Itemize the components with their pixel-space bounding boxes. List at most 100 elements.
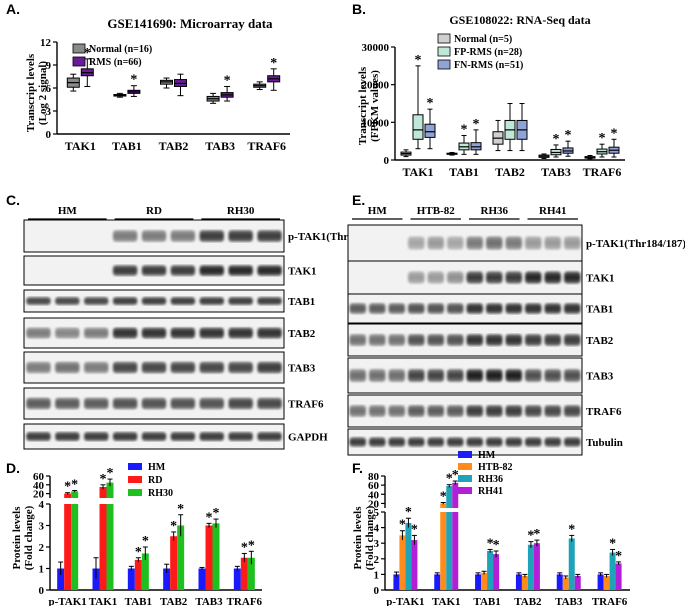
band	[228, 327, 253, 339]
band	[349, 405, 366, 417]
blot-gapdh: GAPDH	[23, 423, 328, 450]
band	[141, 432, 167, 441]
bar-rh41-upper	[452, 482, 459, 508]
significance-star: *	[487, 536, 494, 551]
band	[447, 334, 464, 346]
x-tick-label: TAK1	[65, 139, 96, 153]
band	[141, 297, 167, 305]
panel-d-x-axis: p-TAK1 TAK1 TAB1 TAB2 TAB3 TRAF6	[49, 596, 263, 606]
significance-star: *	[533, 527, 540, 542]
significance-star: *	[527, 529, 534, 544]
band	[170, 297, 196, 305]
band	[112, 361, 138, 374]
x-tick-label: TRAF6	[227, 596, 263, 606]
bar-rh36	[568, 538, 575, 590]
panel-b-y-axis: 0 10000 20000 30000	[362, 42, 625, 167]
y-tick-label: 30000	[362, 42, 390, 54]
bar-hm	[597, 574, 604, 590]
band	[84, 327, 109, 339]
box	[424, 123, 436, 138]
band	[199, 361, 224, 374]
y-tick-label: 0	[374, 585, 380, 597]
group-label-htb-82: HTB-82	[417, 205, 455, 217]
bar-hm	[515, 574, 522, 590]
band	[427, 271, 444, 284]
band	[257, 432, 282, 441]
band	[141, 230, 167, 242]
bar-rd	[134, 559, 142, 590]
panel-d-legend: HM RD RH30	[128, 462, 173, 499]
bar-hm	[475, 574, 482, 590]
legend-rh30: RH30	[148, 488, 173, 499]
bar-rh36-upper	[446, 486, 453, 508]
band	[170, 327, 196, 339]
panel-b-legend: Normal (n=5) FP-RMS (n=28) FN-RMS (n=51)	[437, 33, 523, 71]
legend-swatch-hm	[458, 451, 472, 458]
band-label: TAB3	[288, 363, 316, 375]
significance-star: *	[411, 522, 418, 537]
band	[447, 236, 464, 250]
x-tick-label: TAK1	[402, 165, 433, 179]
y-tick-label: 0	[39, 585, 45, 597]
band	[544, 437, 561, 447]
band	[388, 369, 405, 382]
significance-star: *	[609, 536, 616, 551]
blot-traf6: TRAF6	[23, 387, 324, 420]
significance-star: *	[241, 540, 248, 555]
band	[84, 432, 109, 441]
band	[525, 437, 542, 447]
bar-htb-82	[481, 572, 488, 590]
bar-rd	[64, 504, 72, 590]
legend-fn-rms: FN-RMS (n=51)	[454, 60, 523, 71]
blot-frame	[347, 260, 583, 295]
band	[544, 405, 561, 417]
bar-rh36	[527, 544, 534, 590]
x-tick-label: TAB2	[159, 139, 189, 153]
band	[564, 334, 581, 346]
bar-rh30	[247, 557, 255, 590]
blot-tab2: TAB2	[23, 317, 316, 349]
band	[466, 303, 483, 314]
band	[112, 432, 138, 441]
band-label: p-TAK1(Thr184/187)	[586, 238, 685, 250]
band	[26, 432, 51, 441]
band	[408, 236, 425, 250]
legend-swatch-rh41	[458, 487, 472, 494]
panel-a: A. GSE141690: Microarray data Transcript…	[6, 1, 290, 153]
y-tick-label: 3	[46, 106, 52, 118]
significance-star: *	[440, 490, 447, 505]
y-tick-label: 10000	[362, 117, 390, 129]
significance-star: *	[213, 506, 220, 521]
band-label: TAB1	[586, 304, 613, 316]
band	[525, 271, 542, 284]
band	[26, 297, 51, 305]
significance-star: *	[71, 478, 78, 493]
band	[170, 361, 196, 374]
band	[84, 361, 109, 374]
y-tick-label: 0	[384, 155, 390, 167]
band	[427, 303, 444, 314]
significance-star: *	[473, 117, 480, 132]
bar-rh30-upper	[71, 491, 79, 498]
x-tick-label: TRAF6	[583, 165, 622, 179]
band	[466, 236, 483, 250]
significance-star: *	[399, 518, 406, 533]
legend-htb-82: HTB-82	[478, 462, 512, 473]
panel-a-title: GSE141690: Microarray data	[107, 16, 273, 31]
panel-e-label: E.	[352, 192, 365, 208]
band-label: TRAF6	[288, 399, 324, 411]
significance-star: *	[615, 549, 622, 564]
band	[199, 397, 224, 410]
panel-a-legend: Normal (n=16) RMS (n=66)	[72, 43, 152, 68]
x-tick-label: TAB1	[473, 596, 500, 606]
blot-p-tak1-thr184-187: p-TAK1(Thr184/187)	[347, 224, 685, 262]
significance-star: *	[206, 510, 213, 525]
panel-b-label: B.	[352, 1, 366, 17]
band	[486, 437, 503, 447]
blot-tab1: TAB1	[23, 289, 315, 313]
significance-star: *	[170, 519, 177, 534]
bar-htb-82	[521, 575, 528, 590]
band	[525, 405, 542, 417]
